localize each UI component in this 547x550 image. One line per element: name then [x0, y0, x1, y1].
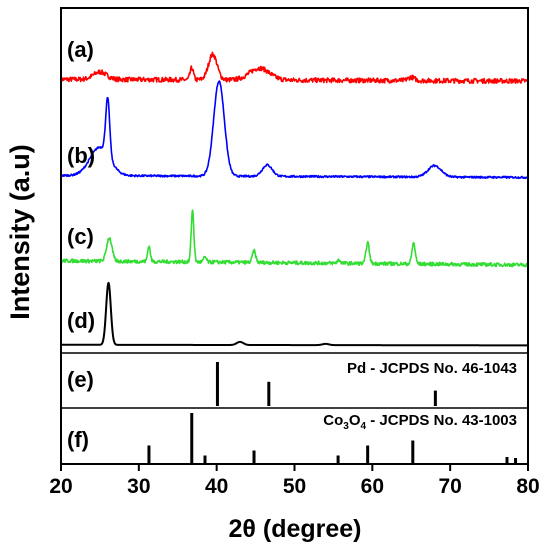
x-tick-label-20: 20: [49, 475, 72, 498]
x-tick-label-30: 30: [127, 475, 150, 498]
pattern-line-c: [60, 209, 529, 268]
x-axis-label: 2θ (degree): [229, 515, 362, 543]
series-label-d: (d): [67, 308, 95, 333]
y-axis-label: Intensity (a.u): [5, 144, 35, 320]
co3o4-reference-title: Co3O4 - JCPDS No. 43-1003: [323, 412, 517, 432]
x-tick-label-80: 80: [516, 475, 539, 498]
pd-reference-title: Pd - JCPDS No. 46-1043: [347, 360, 517, 377]
x-axis-ticks: 20 30 40 50 60 70 80: [49, 464, 540, 498]
series-label-a: (a): [67, 37, 94, 62]
reference-label-f: (f): [67, 427, 89, 452]
series-label-b: (b): [67, 143, 95, 168]
x-tick-label-60: 60: [361, 475, 384, 498]
x-tick-label-70: 70: [438, 475, 461, 498]
x-tick-label-50: 50: [283, 475, 306, 498]
pattern-line-d: [60, 281, 529, 347]
plot-frame: [60, 7, 529, 465]
pattern-line-a: [60, 51, 529, 84]
series-layer: [60, 51, 529, 347]
series-label-c: (c): [67, 224, 94, 249]
x-tick-label-40: 40: [205, 475, 228, 498]
pattern-line-b: [60, 80, 529, 180]
reference-panels: [147, 362, 518, 463]
reference-label-e: (e): [67, 367, 94, 392]
